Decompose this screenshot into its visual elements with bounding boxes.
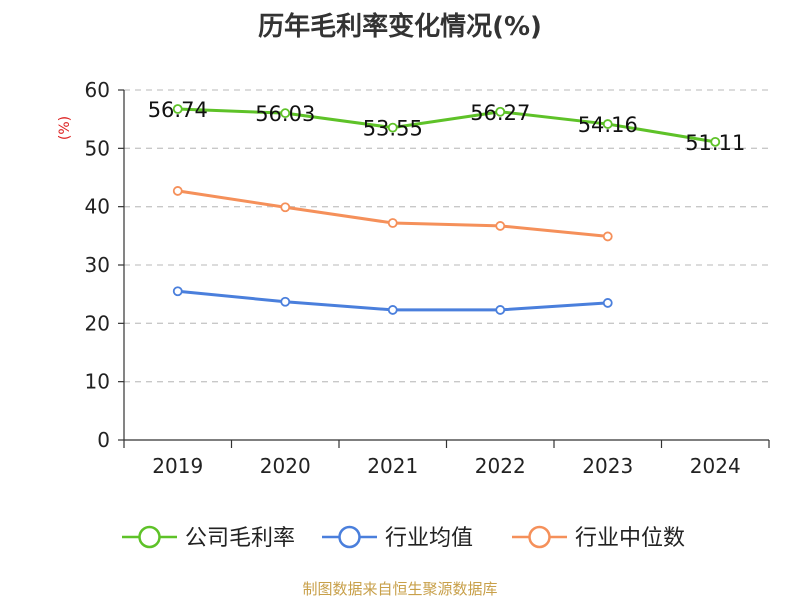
y-tick-label: 40 (85, 195, 110, 219)
y-tick-label: 60 (85, 78, 110, 102)
data-point (495, 106, 506, 117)
x-tick-label: 2022 (475, 454, 526, 478)
data-point (495, 221, 506, 231)
x-tick-label: 2021 (367, 454, 418, 478)
data-label: 56.27 (470, 101, 530, 125)
series-line-2 (177, 189, 608, 238)
data-point (710, 136, 721, 147)
y-tick-label: 20 (85, 311, 110, 335)
data-point (280, 108, 291, 119)
data-point (172, 286, 183, 297)
data-point (387, 122, 398, 133)
chart-title: 历年毛利率变化情况(%) (258, 12, 542, 42)
legend-marker-1 (338, 525, 361, 549)
data-point (280, 296, 291, 307)
x-tick-label: 2024 (690, 454, 741, 478)
series (172, 104, 721, 315)
y-tick-label: 50 (85, 136, 110, 160)
x-tick-label: 2019 (152, 454, 203, 478)
y-tick-label: 10 (85, 370, 110, 394)
y-axis-label: (%) (57, 116, 73, 140)
axes: 0 10 20 30 40 50 60 2019 2020 2021 2022 2023 2024 (%) (57, 78, 770, 478)
data-label: 56.74 (148, 98, 208, 122)
legend-label-2: 行业中位数 (575, 526, 685, 551)
data-point (602, 119, 613, 129)
data-point (172, 104, 183, 114)
x-tick-label: 2020 (260, 454, 311, 478)
data-point (495, 305, 506, 315)
source-note: 制图数据来自恒生聚源数据库 (302, 580, 498, 598)
data-point (172, 186, 183, 196)
data-label: 54.16 (578, 113, 638, 137)
legend-marker-0 (138, 525, 161, 549)
data-labels: 56.74 56.03 53.55 56.27 54.16 51.11 (148, 98, 746, 155)
y-tick-label: 0 (97, 428, 110, 452)
gridlines (124, 89, 769, 383)
y-tick-label: 30 (85, 253, 110, 277)
data-point (602, 298, 613, 308)
data-label: 53.55 (363, 117, 423, 141)
data-point (387, 305, 398, 315)
data-point (602, 231, 613, 242)
data-label: 51.11 (685, 131, 745, 155)
legend-label-0: 公司毛利率 (185, 526, 295, 551)
series-line-0 (177, 107, 716, 144)
x-tick-label: 2023 (582, 454, 633, 478)
data-point (280, 202, 291, 213)
legend-label-1: 行业均值 (385, 526, 473, 551)
data-point (387, 218, 398, 228)
data-label: 56.03 (255, 102, 315, 126)
legend-marker-2 (528, 525, 551, 549)
legend: 公司毛利率 行业均值 行业中位数 (122, 525, 685, 551)
